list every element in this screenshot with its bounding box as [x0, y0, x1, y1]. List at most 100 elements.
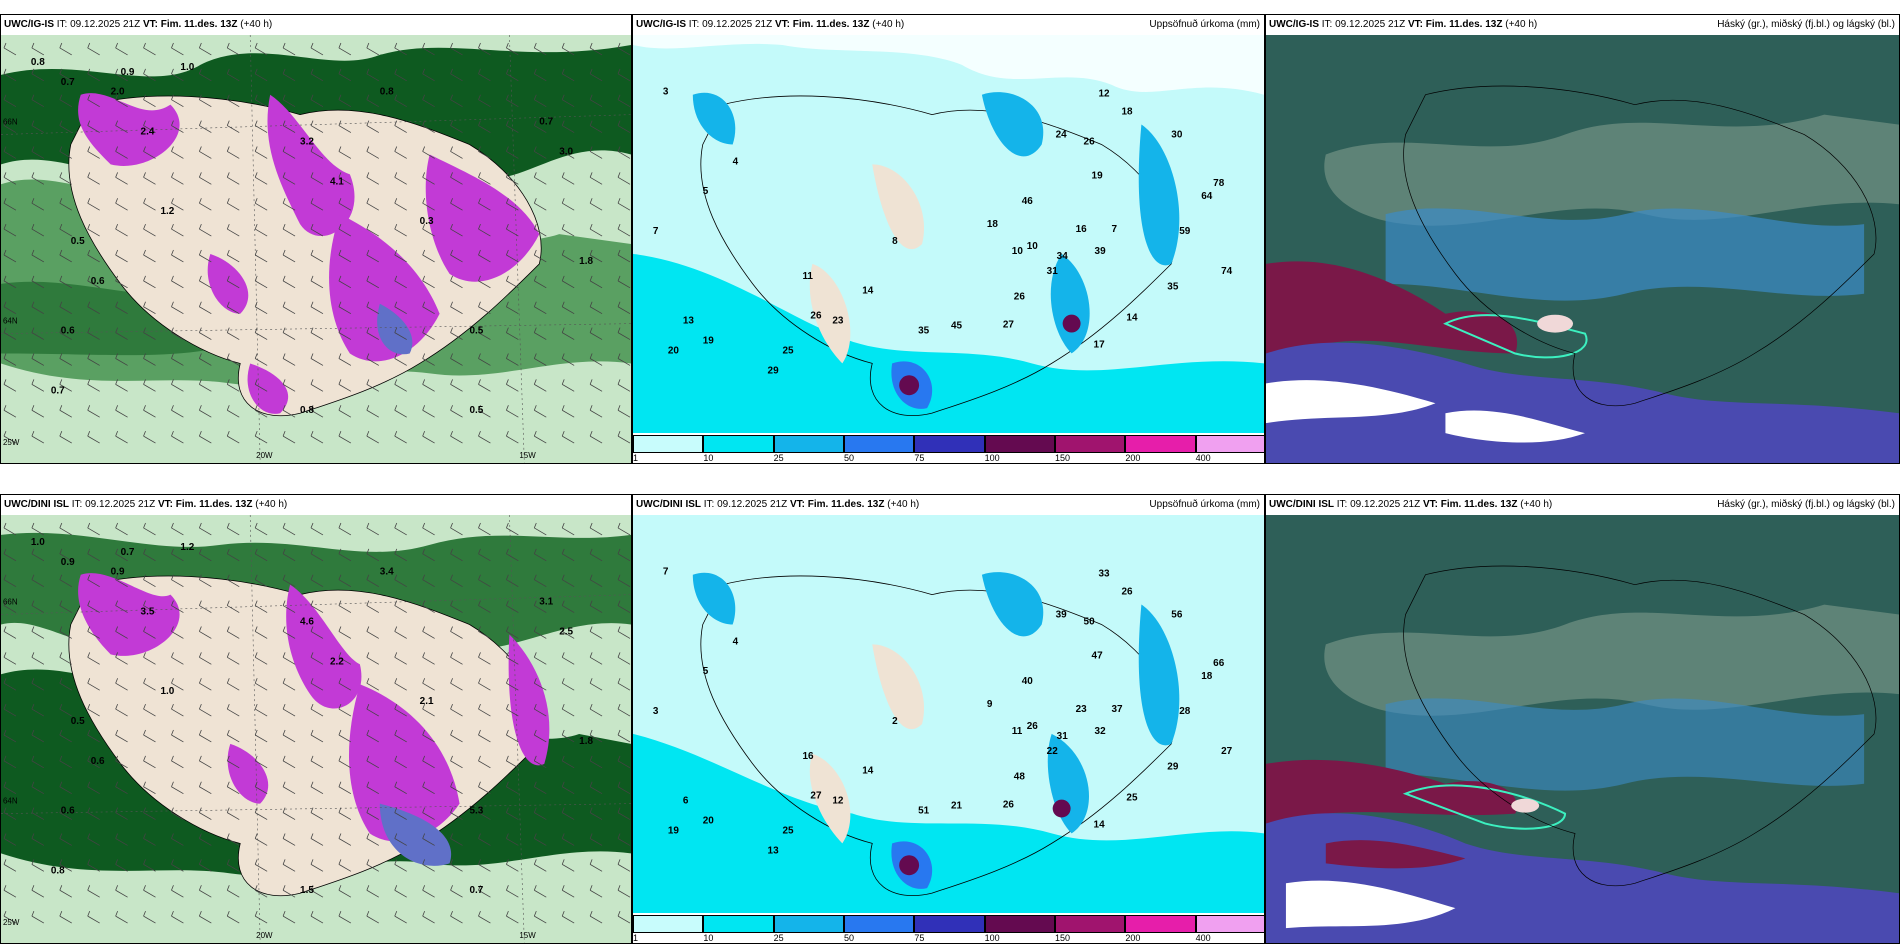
wind-barb-flag: [478, 249, 481, 256]
wind-barb-flag: [3, 431, 7, 437]
wind-barb: [171, 760, 184, 769]
value-label: 56: [1171, 609, 1183, 620]
colorbar-tick: 1: [633, 453, 639, 463]
panel-title: UWC/DINI ISL IT: 09.12.2025 21Z VT: Fim.…: [1266, 495, 1899, 515]
wind-barb: [338, 409, 352, 418]
wind-barb: [478, 915, 491, 924]
value-label: 7: [653, 226, 659, 237]
wind-barb-flag: [226, 600, 230, 606]
wind-barb-flag: [450, 353, 453, 359]
wind-barb-flag: [282, 703, 286, 710]
wind-barb: [534, 306, 547, 315]
wind-barb-flag: [143, 327, 146, 333]
wind-barb: [227, 358, 240, 366]
wind-barb: [617, 579, 631, 588]
wind-barb: [59, 176, 72, 185]
wind-barb-flag: [338, 172, 342, 178]
wind-barb-flag: [3, 522, 7, 529]
wind-barb: [450, 864, 463, 872]
wind-barb: [450, 682, 463, 691]
wind-barb: [310, 527, 324, 536]
wind-barb-flag: [226, 678, 230, 684]
wind-barb: [115, 228, 128, 237]
wind-barb-flag: [589, 198, 593, 204]
wind-barb-flag: [254, 600, 258, 606]
wind-barb-flag: [422, 353, 426, 359]
wind-barb-flag: [31, 275, 35, 281]
wind-barb-flag: [394, 249, 398, 256]
wind-barb-flag: [87, 172, 91, 178]
wind-barb-flag: [478, 729, 481, 736]
wind-barb: [227, 228, 240, 237]
value-label: 7: [1111, 224, 1117, 235]
wind-barb: [394, 151, 407, 159]
wind-barb-flag: [254, 94, 258, 100]
wind-barb-flag: [422, 275, 426, 281]
wind-barb: [617, 915, 631, 924]
wind-barb-flag: [422, 198, 426, 204]
cloud-map-svg: [1266, 515, 1899, 943]
wind-barb: [617, 605, 631, 613]
wind-barb-flag: [617, 275, 621, 281]
wind-barb: [450, 176, 463, 185]
wind-barb-flag: [366, 172, 370, 178]
wind-barb: [282, 708, 296, 717]
wind-barb: [562, 786, 575, 795]
wind-barb: [450, 553, 463, 562]
wind-barb-flag: [422, 223, 426, 230]
cloud-map: [1266, 35, 1899, 463]
value-label: 19: [703, 335, 715, 346]
wind-barb: [506, 527, 519, 536]
wind-barb-flag: [59, 548, 63, 554]
wind-barb: [506, 47, 519, 56]
wind-barb: [617, 734, 631, 743]
wind-barb-flag: [478, 548, 481, 554]
wind-barb-flag: [87, 703, 91, 710]
wind-barb-flag: [254, 431, 258, 437]
wind-barb: [143, 384, 156, 392]
wind-barb-flag: [87, 729, 91, 736]
snow-map: 1.0 0.9 0.7 1.2 3.5 4.6 2.2 0.5 0.6 1.8 2.5 2.1 1.0 0…: [1, 515, 631, 943]
colorbar-tick: 25: [773, 933, 784, 943]
wind-barb-flag: [366, 275, 370, 281]
wind-barb: [422, 435, 435, 444]
wind-barb-flag: [422, 94, 426, 100]
wind-barb-flag: [282, 405, 286, 411]
value-label: 0.9: [61, 557, 75, 568]
wind-barb-flag: [31, 353, 35, 359]
wind-barb-flag: [561, 172, 565, 178]
wind-barb: [394, 435, 407, 444]
wind-barb: [31, 280, 45, 289]
wind-barb-flag: [450, 249, 453, 256]
wind-barb: [589, 786, 603, 795]
wind-barb: [310, 125, 324, 133]
wind-barb-flag: [3, 379, 7, 385]
value-label: 26: [810, 311, 822, 322]
wind-barb-flag: [171, 729, 174, 736]
wind-barb: [589, 306, 603, 315]
wind-barb: [171, 708, 184, 717]
wind-barb-flag: [394, 146, 398, 152]
wind-barb: [3, 409, 17, 418]
wind-barb-flag: [3, 626, 7, 632]
wind-barb-flag: [394, 68, 398, 74]
wind-barb: [282, 605, 296, 613]
wind-barb-flag: [115, 859, 118, 865]
value-label: 27: [1221, 746, 1233, 757]
wind-barb-flag: [561, 68, 565, 74]
wind-barb: [394, 579, 407, 588]
wind-barb-flag: [87, 678, 91, 684]
wind-barb: [506, 306, 519, 315]
wind-barb: [59, 384, 72, 392]
value-label: 11: [802, 271, 813, 282]
wind-barb-flag: [171, 626, 174, 632]
wind-barb-flag: [143, 833, 146, 839]
wind-barb-flag: [366, 729, 370, 736]
wind-barb: [562, 125, 575, 133]
wind-barb-flag: [561, 781, 565, 787]
wind-barb-flag: [422, 522, 426, 529]
colorbar-tick: 100: [984, 453, 1000, 463]
wind-barb-flag: [478, 405, 481, 411]
wind-barb-flag: [617, 405, 621, 411]
wind-barb: [617, 409, 631, 418]
